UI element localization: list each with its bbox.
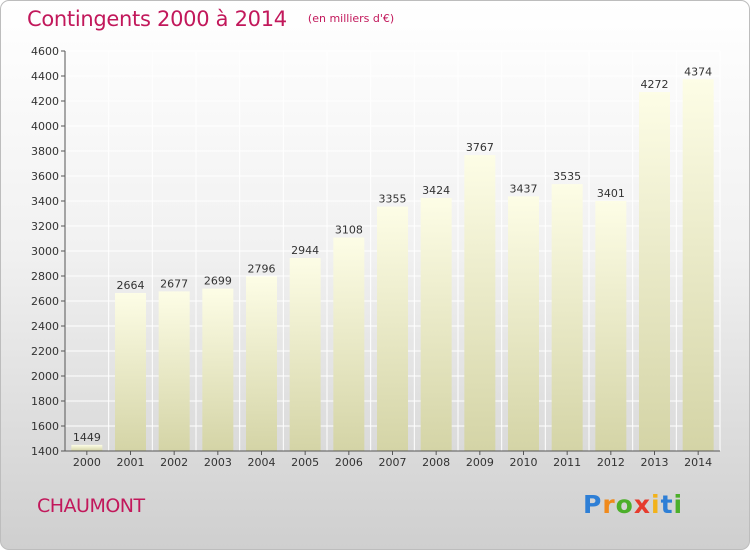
logo-letter: r [602,490,616,519]
chart-subtitle: (en milliers d'€) [307,12,395,25]
bar [115,293,146,451]
x-tick-label: 2001 [117,456,145,469]
value-label: 4272 [641,78,669,91]
x-tick-label: 2014 [684,456,712,469]
bar [333,237,365,451]
logo-letter: t [660,490,674,519]
bar [464,155,496,451]
value-label: 3355 [379,193,407,206]
y-tick-label: 4400 [31,70,59,83]
x-tick-label: 2009 [466,456,494,469]
x-tick-label: 2006 [335,456,363,469]
x-tick-label: 2007 [379,456,407,469]
bar [595,200,627,451]
y-tick-label: 2200 [31,345,59,358]
bar [289,258,321,451]
x-tick-label: 2000 [73,456,101,469]
value-label: 3437 [510,182,538,195]
x-tick-label: 2012 [597,456,625,469]
y-tick-label: 2400 [31,320,59,333]
value-label: 3424 [422,184,450,197]
bar [377,206,408,451]
x-tick-label: 2004 [248,456,276,469]
title-row: Contingents 2000 à 2014 (en milliers d'€… [27,7,394,31]
x-tick-label: 2011 [553,456,581,469]
value-label: 2664 [117,279,145,292]
value-label: 2677 [160,277,188,290]
x-tick-label: 2003 [204,456,232,469]
x-tick-label: 2005 [291,456,319,469]
commune-name: CHAUMONT [37,495,145,517]
value-label: 2944 [291,244,319,257]
bar [158,291,190,451]
logo-letter: x [633,490,651,519]
value-label: 4374 [684,65,712,78]
y-tick-label: 2000 [31,370,59,383]
y-tick-label: 4000 [31,120,59,133]
bar [246,276,277,451]
value-label: 3535 [553,170,581,183]
x-tick-label: 2008 [422,456,450,469]
bar [71,444,103,451]
value-label: 3401 [597,187,625,200]
bar [551,184,583,451]
bar [202,288,234,451]
proxiti-logo: Proxiti [583,490,683,519]
logo-letter: i [651,490,661,519]
y-tick-label: 4600 [31,45,59,58]
y-tick-label: 1800 [31,395,59,408]
y-tick-label: 4200 [31,95,59,108]
value-label: 3108 [335,224,363,237]
y-tick-label: 2600 [31,295,59,308]
y-tick-label: 1400 [31,445,59,458]
y-tick-label: 3600 [31,170,59,183]
value-label: 2699 [204,275,232,288]
bar [508,196,539,451]
y-tick-label: 3000 [31,245,59,258]
y-tick-label: 3200 [31,220,59,233]
value-label: 1449 [73,431,101,444]
logo-letter: P [583,490,603,519]
y-tick-label: 3800 [31,145,59,158]
x-tick-label: 2013 [641,456,669,469]
value-label: 3767 [466,141,494,154]
logo-letter: i [673,490,684,519]
y-tick-label: 3400 [31,195,59,208]
bar [420,198,452,451]
bar [682,79,714,451]
chart-title: Contingents 2000 à 2014 [27,7,287,31]
logo-letter: o [615,490,634,519]
y-tick-label: 1600 [31,420,59,433]
y-tick-label: 2800 [31,270,59,283]
value-label: 2796 [248,263,276,276]
x-tick-label: 2010 [510,456,538,469]
x-tick-label: 2002 [160,456,188,469]
bar [639,92,670,451]
